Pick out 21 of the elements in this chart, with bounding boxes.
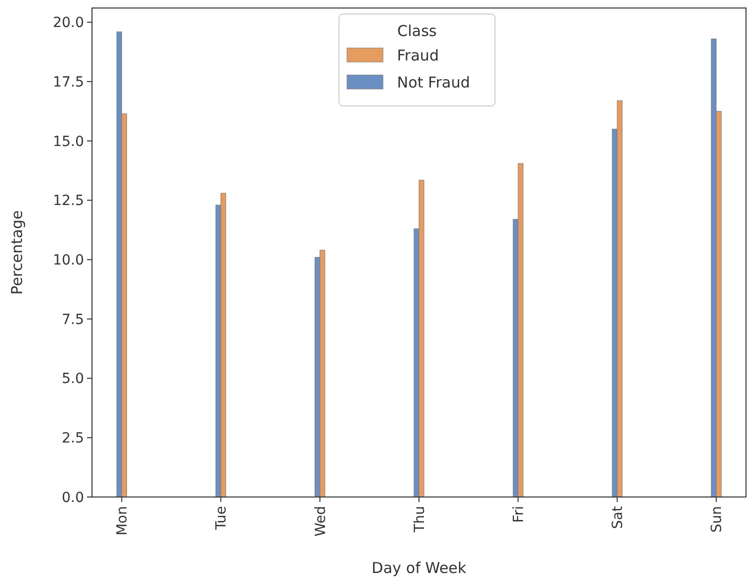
y-tick-label: 20.0 — [52, 15, 84, 32]
y-tick-label: 5.0 — [62, 371, 84, 388]
x-tick-label: Wed — [312, 506, 329, 537]
y-tick-label: 10.0 — [52, 252, 84, 269]
x-tick-label: Sat — [610, 506, 626, 529]
x-tick-label: Sun — [709, 506, 726, 533]
y-tick-label: 17.5 — [52, 74, 84, 90]
x-tick-label: Thu — [412, 506, 428, 534]
y-tick-label: 7.5 — [62, 312, 84, 328]
legend-label: Not Fraud — [397, 73, 470, 92]
legend-label: Fraud — [397, 46, 439, 64]
y-tick-label: 0.0 — [62, 490, 84, 506]
y-tick-label: 2.5 — [62, 430, 84, 447]
x-tick-label: Tue — [214, 506, 230, 531]
y-tick-label: 12.5 — [52, 193, 84, 210]
y-axis-title: Percentage — [8, 210, 26, 295]
x-tick-label: Fri — [510, 506, 527, 523]
x-tick-label: Mon — [114, 506, 131, 536]
x-axis-title: Day of Week — [372, 559, 467, 577]
legend-title: Class — [397, 22, 437, 40]
y-tick-label: 15.0 — [52, 134, 84, 150]
